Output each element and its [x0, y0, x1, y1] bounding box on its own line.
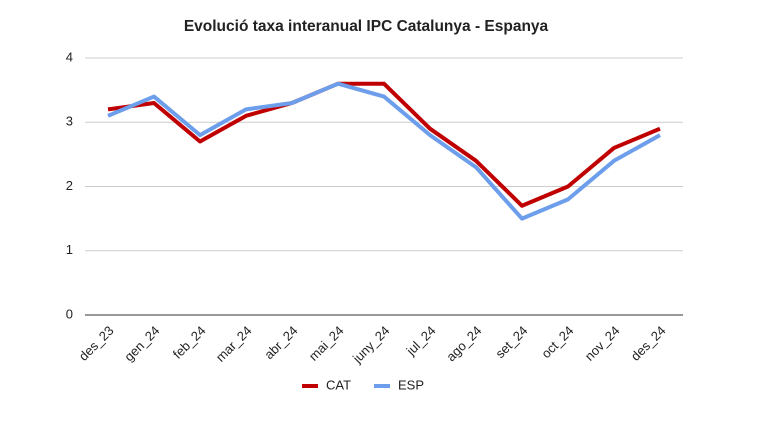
x-tick-label: feb_24 — [170, 323, 209, 362]
y-tick-label: 1 — [66, 242, 73, 257]
x-tick-label: nov_24 — [582, 323, 623, 364]
x-tick-label: des_23 — [76, 323, 117, 364]
x-tick-label: mai_24 — [306, 323, 347, 364]
legend-label: CAT — [326, 377, 351, 392]
y-tick-label: 3 — [66, 114, 73, 129]
y-tick-label: 0 — [66, 306, 73, 321]
x-tick-label: mar_24 — [213, 323, 255, 365]
x-tick-label: ago_24 — [443, 323, 484, 364]
legend-label: ESP — [398, 377, 424, 392]
series-line — [107, 81, 661, 221]
y-tick-label: 4 — [66, 49, 73, 64]
x-tick-label: juny_24 — [349, 323, 393, 367]
x-tick-label: des_24 — [628, 323, 669, 364]
x-tick-label: set_24 — [492, 323, 530, 361]
x-tick-label: gen_24 — [121, 323, 162, 364]
series-line — [107, 81, 661, 208]
x-tick-label: jul_24 — [403, 323, 439, 359]
x-tick-label: oct_24 — [538, 323, 576, 361]
x-tick-label: abr_24 — [261, 323, 300, 362]
y-tick-label: 2 — [66, 178, 73, 193]
chart-title: Evolució taxa interanual IPC Catalunya -… — [184, 18, 549, 35]
